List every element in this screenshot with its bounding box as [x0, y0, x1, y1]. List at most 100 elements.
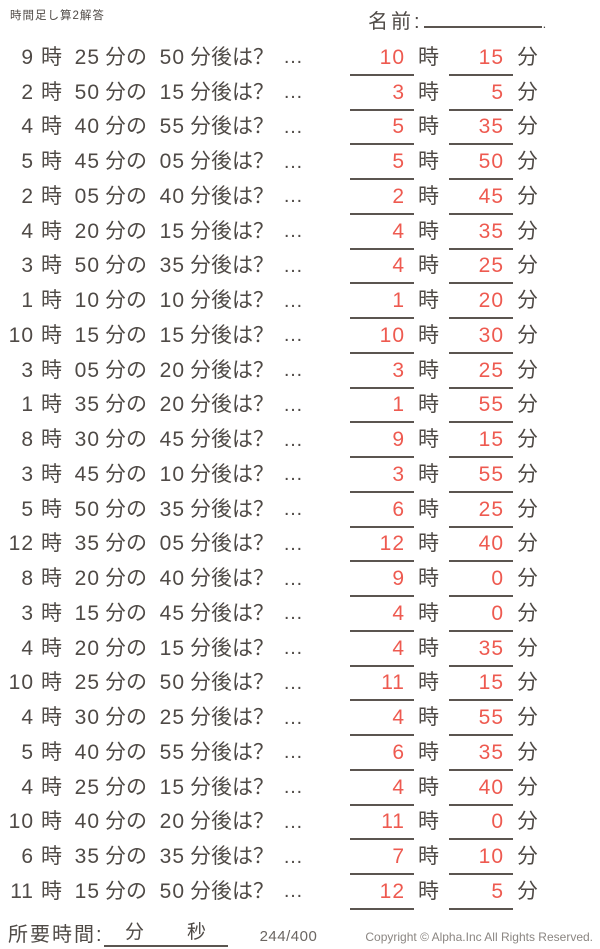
answer-minutes-value: 55: [449, 394, 513, 424]
hour-unit-label: 時: [41, 323, 62, 347]
added-minutes-value: 15: [159, 219, 185, 243]
answer-hour-value: 11: [350, 811, 414, 841]
minutes-of-label: 分の: [105, 45, 147, 69]
ellipsis: …: [283, 324, 303, 347]
answer-hour-unit-label: 時: [418, 323, 439, 347]
minutes-of-label: 分の: [105, 358, 147, 382]
answer-minutes-value: 50: [449, 151, 513, 181]
added-minutes-value: 15: [159, 636, 185, 660]
minutes-after-question-label: 分後は？: [190, 775, 274, 799]
ellipsis: …: [283, 220, 303, 243]
elapsed-time-blank-line: 分 秒: [103, 917, 228, 947]
answer-area: 4 時 0 分: [350, 596, 538, 632]
added-minutes-value: 20: [159, 393, 185, 417]
answer-area: 12 時 5 分: [350, 874, 538, 910]
minutes-after-question-label: 分後は？: [190, 150, 274, 174]
problem-row: 4 時 30 分の 25 分後は？ … 4 時 55 分: [0, 700, 600, 737]
answer-minute-unit-label: 分: [517, 497, 538, 521]
minutes-after-question-label: 分後は？: [190, 219, 274, 243]
answer-hour-value: 6: [350, 499, 414, 528]
answer-minute-unit-label: 分: [517, 740, 538, 764]
problem-row: 11 時 15 分の 50 分後は？ … 12 時 5 分: [0, 874, 600, 910]
minutes-after-question-label: 分後は？: [190, 358, 274, 382]
answer-minute-unit-label: 分: [517, 45, 538, 69]
name-field: 名前: .: [368, 5, 549, 34]
minutes-of-label: 分の: [105, 845, 147, 869]
answer-area: 4 時 35 分: [350, 631, 538, 667]
added-minutes-value: 05: [159, 150, 185, 174]
minutes-after-question-label: 分後は？: [190, 706, 274, 730]
hour-unit-label: 時: [41, 532, 62, 556]
answer-area: 1 時 20 分: [350, 283, 538, 320]
answer-area: 4 時 35 分: [350, 214, 538, 250]
answer-minutes-value: 35: [449, 638, 513, 667]
added-minutes-value: 20: [159, 358, 185, 382]
question-hour-value: 11: [10, 879, 34, 903]
name-blank-line: [423, 5, 542, 28]
answer-minute-unit-label: 分: [517, 671, 538, 695]
hour-unit-label: 時: [41, 775, 62, 799]
problem-row: 5 時 40 分の 55 分後は？ … 6 時 35 分: [0, 735, 600, 771]
added-minutes-value: 15: [159, 775, 185, 799]
name-line-period: .: [542, 16, 550, 31]
answer-minutes-value: 15: [449, 47, 513, 76]
minutes-of-label: 分の: [105, 323, 147, 347]
added-minutes-value: 55: [159, 115, 185, 139]
answer-minutes-value: 35: [449, 742, 513, 771]
answer-minutes-value: 40: [449, 533, 513, 563]
answer-area: 7 時 10 分: [350, 839, 538, 876]
answer-hour-unit-label: 時: [418, 845, 439, 869]
question-minutes-value: 05: [74, 184, 100, 208]
added-minutes-value: 35: [159, 254, 185, 278]
problem-row: 8 時 20 分の 40 分後は？ … 9 時 0 分: [0, 561, 600, 598]
answer-minutes-value: 45: [449, 186, 513, 215]
question-hour-value: 4: [21, 706, 34, 730]
problem-row: 3 時 15 分の 45 分後は？ … 4 時 0 分: [0, 596, 600, 632]
minutes-after-question-label: 分後は？: [190, 671, 274, 695]
question-hour-value: 12: [8, 532, 34, 556]
minutes-of-label: 分の: [105, 567, 147, 591]
problem-row: 4 時 25 分の 15 分後は？ … 4 時 40 分: [0, 770, 600, 806]
minutes-of-label: 分の: [105, 532, 147, 556]
answer-hour-unit-label: 時: [418, 671, 439, 695]
minutes-of-label: 分の: [105, 601, 147, 625]
ellipsis: …: [283, 706, 303, 729]
answer-hour-value: 2: [350, 186, 414, 215]
question-hour-value: 4: [21, 775, 34, 799]
added-minutes-value: 45: [159, 601, 185, 625]
answer-hour-value: 12: [350, 533, 414, 563]
question-hour-value: 3: [21, 462, 34, 486]
answer-hour-value: 10: [350, 325, 414, 354]
minutes-after-question-label: 分後は？: [190, 497, 274, 521]
answer-hour-value: 9: [350, 568, 414, 598]
minutes-after-question-label: 分後は？: [190, 810, 274, 834]
ellipsis: …: [283, 115, 303, 138]
ellipsis: …: [283, 810, 303, 833]
question-hour-value: 2: [21, 80, 34, 104]
elapsed-minutes-unit-label: 分: [125, 922, 145, 943]
answer-minute-unit-label: 分: [517, 219, 538, 243]
answer-area: 10 時 30 分: [350, 318, 538, 354]
question-minutes-value: 45: [74, 150, 100, 174]
question-minutes-value: 30: [74, 428, 100, 452]
minutes-of-label: 分の: [105, 115, 147, 139]
answer-hour-unit-label: 時: [418, 497, 439, 521]
answer-hour-value: 4: [350, 777, 414, 806]
ellipsis: …: [283, 498, 303, 521]
answer-area: 5 時 50 分: [350, 144, 538, 181]
hour-unit-label: 時: [41, 393, 62, 417]
question-minutes-value: 15: [74, 879, 100, 903]
hour-unit-label: 時: [41, 358, 62, 382]
question-minutes-value: 20: [74, 636, 100, 660]
copyright-notice: Copyright © Alpha.Inc All Rights Reserve…: [365, 930, 593, 944]
added-minutes-value: 45: [159, 428, 185, 452]
answer-hour-value: 9: [350, 429, 414, 459]
answer-area: 11 時 0 分: [350, 805, 538, 841]
answer-minutes-value: 55: [449, 707, 513, 737]
answer-minutes-value: 30: [449, 325, 513, 354]
answer-minute-unit-label: 分: [517, 184, 538, 208]
answer-minute-unit-label: 分: [517, 115, 538, 139]
question-hour-value: 1: [21, 289, 34, 313]
added-minutes-value: 35: [159, 497, 185, 521]
added-minutes-value: 10: [159, 289, 185, 313]
